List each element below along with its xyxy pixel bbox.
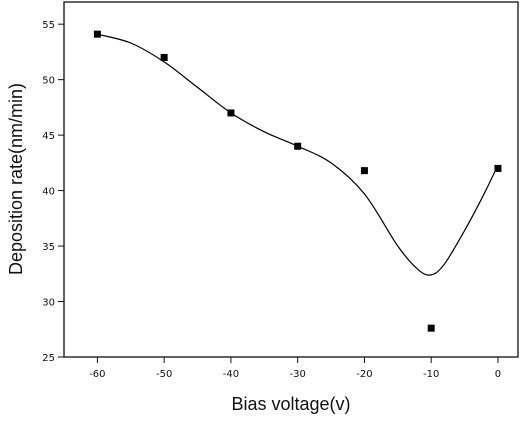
y-axis-title: Deposition rate(nm/min)	[6, 83, 26, 275]
x-tick-label: -10	[423, 369, 439, 380]
data-point	[360, 167, 368, 175]
data-point	[160, 53, 168, 61]
y-tick-label: 30	[42, 298, 55, 309]
data-points	[93, 30, 502, 332]
y-tick-label: 35	[42, 242, 55, 253]
y-tick-label: 45	[42, 131, 55, 142]
data-point	[227, 109, 235, 117]
x-axis-title: Bias voltage(v)	[231, 394, 350, 414]
x-tick-label: -20	[356, 369, 372, 380]
x-tick-label: -40	[223, 369, 239, 380]
y-tick-label: 40	[42, 187, 55, 198]
x-tick-label: -30	[290, 369, 306, 380]
data-point	[494, 164, 502, 172]
y-tick-label: 50	[42, 76, 55, 87]
data-point	[427, 324, 435, 332]
data-point	[93, 30, 101, 38]
y-tick-label: 25	[42, 353, 55, 364]
fit-curve	[97, 33, 499, 276]
y-tick-label: 55	[42, 20, 55, 31]
x-tick-label: -50	[156, 369, 172, 380]
plot-frame	[63, 1, 519, 358]
data-point	[294, 142, 302, 150]
x-tick-label: 0	[495, 369, 501, 380]
axis-ticks: -60 -50 -40 -30 -20 -10 0 25 30 35 40 45 50 55	[42, 20, 501, 380]
x-tick-label: -60	[89, 369, 105, 380]
